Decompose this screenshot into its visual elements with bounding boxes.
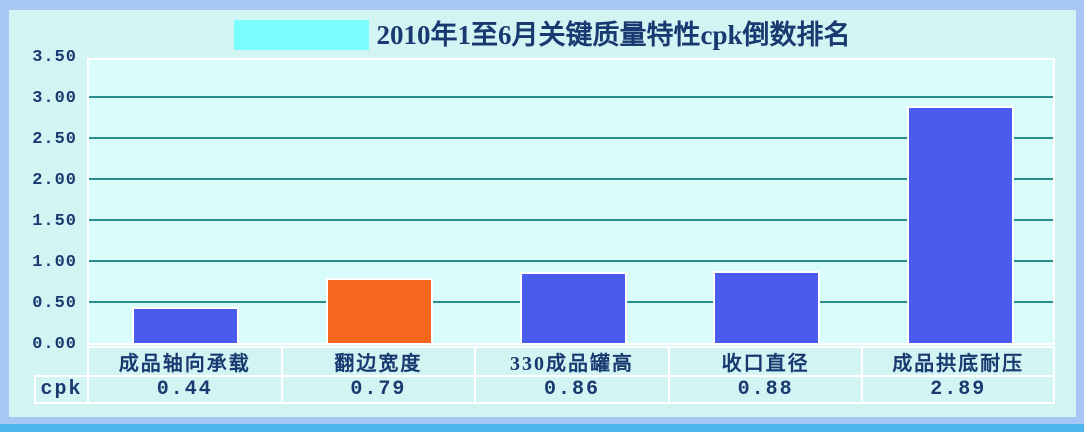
gridline [89, 219, 1053, 221]
y-axis-tick-label: 1.00 [32, 253, 77, 272]
y-axis-tick-label: 1.50 [32, 212, 77, 231]
y-axis-tick-label: 0.50 [32, 294, 77, 313]
y-axis-tick-label: 3.50 [32, 48, 77, 67]
y-axis-tick-label: 2.00 [32, 171, 77, 190]
value-cell: 0.79 [280, 375, 475, 404]
chart-title-bar: 2010年1至6月关键质量特性cpk倒数排名 [9, 12, 1076, 58]
value-cell: 0.88 [667, 375, 862, 404]
title-highlight-swatch [234, 20, 370, 50]
chart-title: 2010年1至6月关键质量特性cpk倒数排名 [376, 19, 851, 50]
gridline [89, 260, 1053, 262]
bar [326, 278, 433, 343]
category-cell: 330成品罐高 [474, 346, 668, 375]
value-cell: 0.86 [474, 375, 668, 404]
category-cell: 成品轴向承载 [87, 346, 281, 375]
category-cell: 成品拱底耐压 [861, 346, 1055, 375]
bar [132, 307, 239, 343]
category-cell: 收口直径 [667, 346, 862, 375]
y-axis-tick-label: 0.00 [32, 335, 77, 354]
cpk-row-header: cpk [34, 375, 87, 404]
table-blank-cell [34, 346, 87, 375]
gridline [89, 137, 1053, 139]
bottom-stripe [0, 424, 1084, 432]
bar [713, 271, 820, 343]
category-cell: 翻边宽度 [280, 346, 475, 375]
gridline [89, 178, 1053, 180]
data-table: 成品轴向承载 翻边宽度 330成品罐高 收口直径 成品拱底耐压 cpk 0.44 0.79 0.… [34, 346, 1055, 406]
gridline [89, 96, 1053, 98]
plot-area [87, 58, 1055, 345]
value-cell: 0.44 [87, 375, 281, 404]
chart-canvas: 2010年1至6月关键质量特性cpk倒数排名 0.00 0.50 1.00 1.50 2… [9, 10, 1076, 417]
value-cell: 2.89 [861, 375, 1055, 404]
y-axis-tick-label: 3.00 [32, 89, 77, 108]
y-axis-tick-label: 2.50 [32, 130, 77, 149]
bar [520, 272, 627, 343]
bar [907, 106, 1014, 343]
